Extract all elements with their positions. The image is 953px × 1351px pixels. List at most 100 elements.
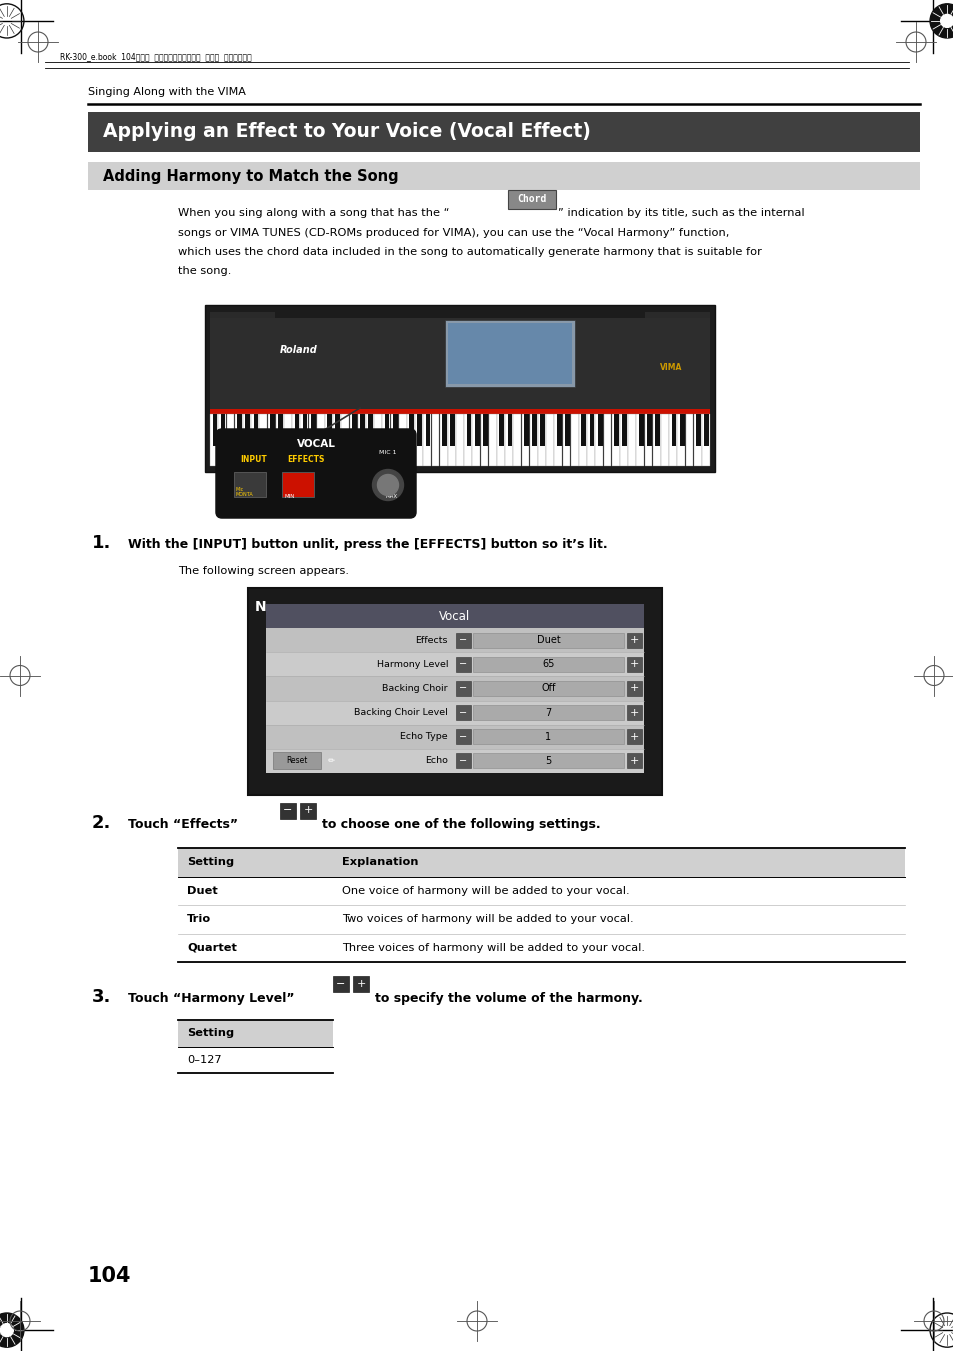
Bar xyxy=(570,413,578,466)
Text: 5: 5 xyxy=(545,757,551,766)
Bar xyxy=(626,730,641,744)
Text: Backing Choir: Backing Choir xyxy=(382,684,448,693)
Bar xyxy=(677,413,684,466)
Bar xyxy=(266,677,643,701)
Text: +: + xyxy=(629,708,639,717)
Text: INPUT: INPUT xyxy=(240,455,267,465)
Circle shape xyxy=(929,4,953,38)
Bar xyxy=(456,632,471,647)
Bar xyxy=(227,413,234,466)
Bar xyxy=(614,413,618,446)
Text: MIN: MIN xyxy=(284,494,294,500)
Bar xyxy=(425,413,430,446)
Text: Vocal: Vocal xyxy=(439,609,470,623)
Text: to specify the volume of the harmony.: to specify the volume of the harmony. xyxy=(375,992,642,1005)
Bar xyxy=(539,413,544,446)
Bar xyxy=(333,413,340,466)
Bar xyxy=(357,413,365,466)
Bar xyxy=(335,413,340,446)
Bar xyxy=(266,604,643,628)
Bar xyxy=(626,657,641,671)
Text: 1: 1 xyxy=(545,732,551,742)
Bar xyxy=(253,413,258,446)
Bar xyxy=(270,413,274,446)
Bar xyxy=(456,754,471,769)
Bar xyxy=(218,413,226,466)
Bar xyxy=(473,657,623,671)
Text: Adding Harmony to Match the Song: Adding Harmony to Match the Song xyxy=(103,169,398,184)
Bar xyxy=(554,413,561,466)
Text: Roland: Roland xyxy=(280,345,317,355)
Bar xyxy=(562,413,570,466)
Bar xyxy=(210,317,709,409)
Text: +: + xyxy=(629,757,639,766)
Bar xyxy=(636,413,643,466)
Bar xyxy=(564,413,569,446)
Bar xyxy=(384,413,389,446)
Bar xyxy=(178,905,904,934)
Text: MAX: MAX xyxy=(385,494,397,500)
Bar xyxy=(523,413,528,446)
Text: +: + xyxy=(355,979,365,989)
Bar xyxy=(646,413,651,446)
Bar xyxy=(557,413,561,446)
Text: Quartet: Quartet xyxy=(187,943,236,952)
Bar xyxy=(521,413,529,466)
Bar xyxy=(513,413,520,466)
Bar xyxy=(398,413,406,466)
Text: Explanation: Explanation xyxy=(341,858,418,867)
Text: +: + xyxy=(629,659,639,669)
Bar xyxy=(275,413,283,466)
Text: 2.: 2. xyxy=(91,815,112,832)
Text: 104: 104 xyxy=(88,1266,132,1286)
Bar xyxy=(671,413,676,446)
Bar xyxy=(308,413,316,466)
Text: +: + xyxy=(629,684,639,693)
Text: Setting: Setting xyxy=(187,858,233,867)
Text: Echo: Echo xyxy=(425,757,448,766)
Bar xyxy=(282,471,314,497)
Bar xyxy=(292,413,299,466)
Bar xyxy=(644,413,652,466)
Text: 7: 7 xyxy=(545,708,551,717)
Bar xyxy=(302,413,307,446)
Text: Reset: Reset xyxy=(286,755,308,765)
Bar xyxy=(353,977,369,993)
Bar xyxy=(466,413,471,446)
Bar xyxy=(210,312,274,397)
Bar xyxy=(243,413,251,466)
Bar xyxy=(407,413,415,466)
Bar xyxy=(266,628,643,653)
Bar xyxy=(532,413,537,446)
Text: VIMA: VIMA xyxy=(659,362,681,372)
Bar xyxy=(628,413,636,466)
Bar xyxy=(580,413,585,446)
Bar xyxy=(464,413,472,466)
Bar xyxy=(333,977,349,993)
Bar xyxy=(409,413,414,446)
Bar xyxy=(251,413,258,466)
Bar xyxy=(578,413,586,466)
Text: −: − xyxy=(459,732,467,742)
Bar xyxy=(475,413,479,446)
Bar xyxy=(88,162,919,190)
Bar xyxy=(284,413,292,466)
Bar xyxy=(652,413,659,466)
Bar xyxy=(234,413,242,466)
Bar xyxy=(415,413,422,466)
Text: Echo Type: Echo Type xyxy=(400,732,448,742)
Bar xyxy=(266,701,643,724)
Bar xyxy=(701,413,709,466)
Bar xyxy=(266,748,643,773)
Bar xyxy=(341,413,349,466)
Bar xyxy=(349,413,357,466)
Text: Two voices of harmony will be added to your vocal.: Two voices of harmony will be added to y… xyxy=(341,915,633,924)
Bar xyxy=(456,657,471,671)
Text: Three voices of harmony will be added to your vocal.: Three voices of harmony will be added to… xyxy=(341,943,644,952)
Bar xyxy=(417,413,422,446)
Circle shape xyxy=(940,15,953,27)
Bar xyxy=(88,112,919,153)
Bar xyxy=(273,751,320,769)
Text: 0–127: 0–127 xyxy=(187,1055,221,1065)
Bar xyxy=(703,413,708,446)
